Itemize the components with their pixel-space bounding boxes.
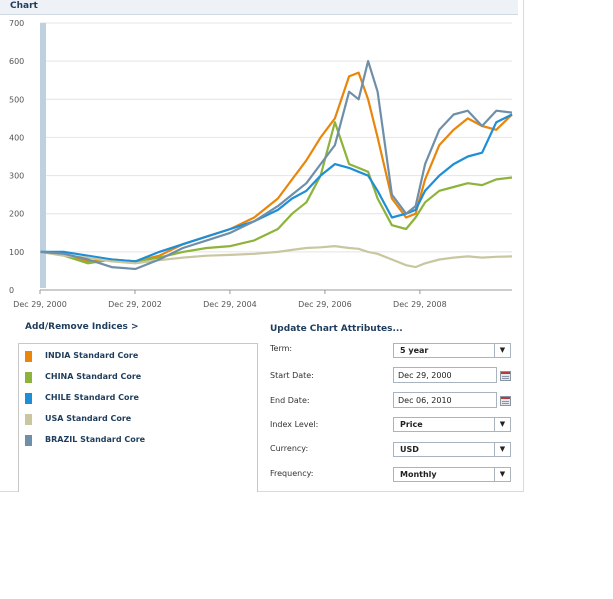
start-date-label: Start Date: <box>270 371 314 380</box>
range-scrollbar[interactable] <box>40 23 46 288</box>
legend-list: INDIA Standard Core CHINA Standard Core … <box>18 343 258 492</box>
chevron-down-icon[interactable]: ▼ <box>494 443 510 456</box>
legend-swatch <box>25 393 32 404</box>
y-tick-label: 300 <box>9 172 24 181</box>
legend-swatch <box>25 435 32 446</box>
chevron-down-icon[interactable]: ▼ <box>494 468 510 481</box>
series-lines <box>40 59 513 271</box>
currency-value: USD <box>400 445 419 454</box>
term-value: 5 year <box>400 346 429 355</box>
term-label: Term: <box>270 344 293 353</box>
legend-swatch <box>25 372 32 383</box>
x-tick-label: Dec 29, 2008 <box>393 300 447 309</box>
grid-lines <box>40 22 512 291</box>
frequency-select[interactable]: Monthly ▼ <box>393 467 511 482</box>
y-tick-label: 600 <box>9 57 24 66</box>
calendar-icon[interactable] <box>500 396 511 406</box>
y-tick-label: 100 <box>9 248 24 257</box>
legend-label: USA Standard Core <box>45 414 132 423</box>
index-level-label: Index Level: <box>270 420 319 429</box>
legend-swatch <box>25 414 32 425</box>
series-line-usa[interactable] <box>40 245 513 269</box>
x-tick-label: Dec 29, 2002 <box>108 300 162 309</box>
x-tick-label: Dec 29, 2000 <box>13 300 67 309</box>
currency-label: Currency: <box>270 444 309 453</box>
frequency-value: Monthly <box>400 470 437 479</box>
legend-swatch <box>25 351 32 362</box>
end-date-label: End Date: <box>270 396 310 405</box>
series-line-brazil[interactable] <box>40 59 513 271</box>
y-tick-label: 500 <box>9 95 24 104</box>
start-date-input[interactable]: Dec 29, 2000 <box>393 367 497 383</box>
y-tick-label: 400 <box>9 133 24 142</box>
x-axis: Dec 29, 2000 Dec 29, 2002 Dec 29, 2004 Dec … <box>13 290 447 309</box>
y-axis: 0 100 200 300 400 500 600 700 <box>9 19 24 295</box>
currency-select[interactable]: USD ▼ <box>393 442 511 457</box>
index-level-select[interactable]: Price ▼ <box>393 417 511 432</box>
start-date-value: Dec 29, 2000 <box>398 371 452 380</box>
x-tick-label: Dec 29, 2006 <box>298 300 352 309</box>
term-select[interactable]: 5 year ▼ <box>393 343 511 358</box>
legend-label: CHILE Standard Core <box>45 393 139 402</box>
frequency-label: Frequency: <box>270 469 314 478</box>
panel-header: Chart <box>0 0 518 15</box>
x-tick-label: Dec 29, 2004 <box>203 300 257 309</box>
legend-label: CHINA Standard Core <box>45 372 142 381</box>
end-date-value: Dec 06, 2010 <box>398 396 452 405</box>
index-level-value: Price <box>400 420 423 429</box>
y-tick-label: 0 <box>9 286 14 295</box>
legend-label: BRAZIL Standard Core <box>45 435 146 444</box>
calendar-icon[interactable] <box>500 371 511 381</box>
series-line-chile[interactable] <box>40 113 513 263</box>
chevron-down-icon[interactable]: ▼ <box>494 344 510 357</box>
series-line-china[interactable] <box>40 121 513 265</box>
legend-label: INDIA Standard Core <box>45 351 139 360</box>
chart-panel <box>0 0 524 492</box>
add-remove-indices-link[interactable]: Add/Remove Indices > <box>25 322 139 332</box>
y-tick-label: 700 <box>9 19 24 28</box>
end-date-input[interactable]: Dec 06, 2010 <box>393 392 497 408</box>
update-chart-attributes-link[interactable]: Update Chart Attributes... <box>270 324 403 334</box>
series-line-india[interactable] <box>40 71 513 263</box>
chevron-down-icon[interactable]: ▼ <box>494 418 510 431</box>
y-tick-label: 200 <box>9 210 24 219</box>
panel-title: Chart <box>10 1 38 11</box>
